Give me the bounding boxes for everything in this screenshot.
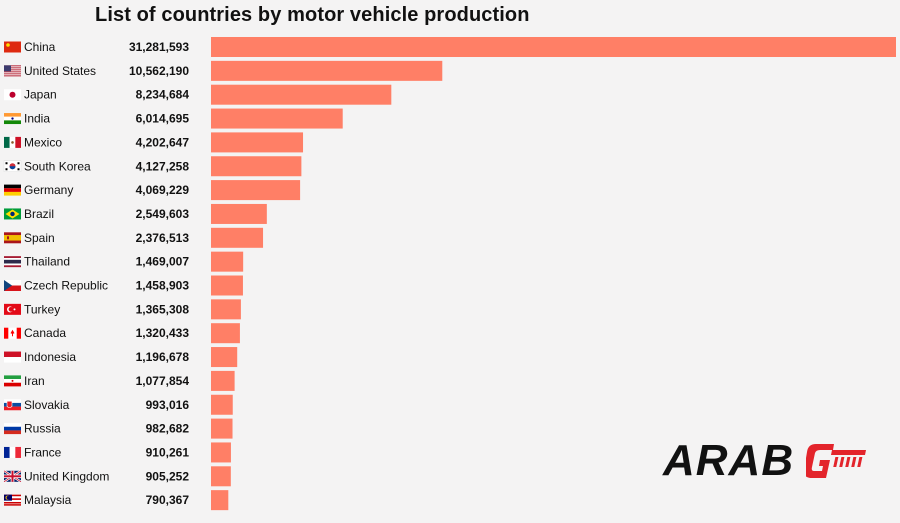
arabgt-logo: ARAB bbox=[663, 436, 873, 486]
country-label-united-kingdom: United Kingdom bbox=[24, 469, 109, 483]
value-label-iran: 1,077,854 bbox=[136, 374, 190, 388]
bar-malaysia bbox=[211, 490, 229, 511]
slovakia-flag-icon bbox=[4, 399, 21, 411]
bar-russia bbox=[211, 418, 233, 439]
country-label-japan: Japan bbox=[24, 88, 57, 102]
country-label-russia: Russia bbox=[24, 422, 61, 436]
value-label-india: 6,014,695 bbox=[136, 112, 190, 126]
country-label-united-states: United States bbox=[24, 64, 96, 78]
bar-germany bbox=[211, 180, 301, 201]
india-flag-icon bbox=[4, 113, 21, 125]
country-label-germany: Germany bbox=[24, 183, 73, 197]
logo-g-mark-icon bbox=[806, 444, 866, 478]
usa-flag-icon bbox=[4, 65, 21, 77]
value-label-united-kingdom: 905,252 bbox=[146, 469, 190, 483]
malaysia-flag-icon bbox=[4, 494, 21, 506]
country-label-turkey: Turkey bbox=[24, 302, 60, 316]
mexico-flag-icon bbox=[4, 136, 21, 148]
bar-turkey bbox=[211, 299, 241, 320]
turkey-flag-icon bbox=[4, 303, 21, 315]
uk-flag-icon bbox=[3, 469, 22, 483]
value-label-united-states: 10,562,190 bbox=[129, 64, 189, 78]
value-label-brazil: 2,549,603 bbox=[136, 207, 190, 221]
bar-brazil bbox=[211, 203, 267, 224]
country-label-indonesia: Indonesia bbox=[24, 350, 76, 364]
bar-spain bbox=[211, 227, 264, 248]
japan-flag-icon bbox=[4, 89, 21, 101]
country-label-india: India bbox=[24, 112, 50, 126]
bar-japan bbox=[211, 84, 392, 105]
bar-czech-republic bbox=[211, 275, 243, 296]
country-label-brazil: Brazil bbox=[24, 207, 54, 221]
bar-china bbox=[211, 37, 896, 57]
value-label-france: 910,261 bbox=[146, 445, 190, 459]
country-label-south-korea: South Korea bbox=[24, 159, 91, 173]
country-label-thailand: Thailand bbox=[24, 255, 70, 269]
bar-france bbox=[211, 442, 231, 463]
czech-flag-icon bbox=[4, 280, 21, 291]
thailand-flag-icon bbox=[4, 256, 21, 268]
france-flag-icon bbox=[4, 446, 21, 458]
chart-title: List of countries by motor vehicle produ… bbox=[95, 4, 530, 26]
country-label-malaysia: Malaysia bbox=[24, 493, 72, 507]
country-label-iran: Iran bbox=[24, 374, 45, 388]
spain-flag-icon bbox=[4, 232, 21, 244]
value-label-canada: 1,320,433 bbox=[136, 326, 190, 340]
value-label-malaysia: 790,367 bbox=[146, 493, 190, 507]
country-label-canada: Canada bbox=[24, 326, 66, 340]
indonesia-flag-icon bbox=[4, 351, 21, 363]
country-label-mexico: Mexico bbox=[24, 135, 62, 149]
bar-thailand bbox=[211, 251, 244, 272]
country-label-slovakia: Slovakia bbox=[24, 398, 70, 412]
canada-flag-icon bbox=[4, 327, 21, 339]
value-label-czech-republic: 1,458,903 bbox=[136, 279, 190, 293]
value-label-south-korea: 4,127,258 bbox=[136, 159, 190, 173]
value-label-indonesia: 1,196,678 bbox=[136, 350, 190, 364]
country-label-spain: Spain bbox=[24, 231, 55, 245]
logo-text: ARAB bbox=[663, 436, 795, 485]
value-label-china: 31,281,593 bbox=[129, 40, 189, 54]
bar-south-korea bbox=[211, 156, 302, 177]
country-label-czech-republic: Czech Republic bbox=[24, 279, 108, 293]
bar-india bbox=[211, 108, 343, 129]
bar-united-kingdom bbox=[211, 466, 231, 487]
germany-flag-icon bbox=[4, 184, 21, 196]
value-label-germany: 4,069,229 bbox=[136, 183, 190, 197]
iran-flag-icon bbox=[4, 375, 21, 387]
value-label-mexico: 4,202,647 bbox=[136, 135, 190, 149]
bar-mexico bbox=[211, 132, 304, 153]
bar-canada bbox=[211, 323, 240, 344]
south-korea-flag-icon bbox=[3, 160, 22, 172]
value-label-japan: 8,234,684 bbox=[136, 88, 190, 102]
value-label-russia: 982,682 bbox=[146, 422, 190, 436]
bar-indonesia bbox=[211, 347, 238, 368]
country-label-china: China bbox=[24, 40, 56, 54]
value-label-thailand: 1,469,007 bbox=[136, 255, 190, 269]
country-label-france: France bbox=[24, 445, 62, 459]
russia-flag-icon bbox=[4, 423, 21, 435]
bar-slovakia bbox=[211, 394, 233, 415]
bar-iran bbox=[211, 370, 235, 391]
value-label-turkey: 1,365,308 bbox=[136, 302, 190, 316]
value-label-slovakia: 993,016 bbox=[146, 398, 190, 412]
china-flag-icon bbox=[4, 41, 21, 53]
value-label-spain: 2,376,513 bbox=[136, 231, 190, 245]
bar-united-states bbox=[211, 60, 443, 81]
brazil-flag-icon bbox=[4, 208, 21, 220]
